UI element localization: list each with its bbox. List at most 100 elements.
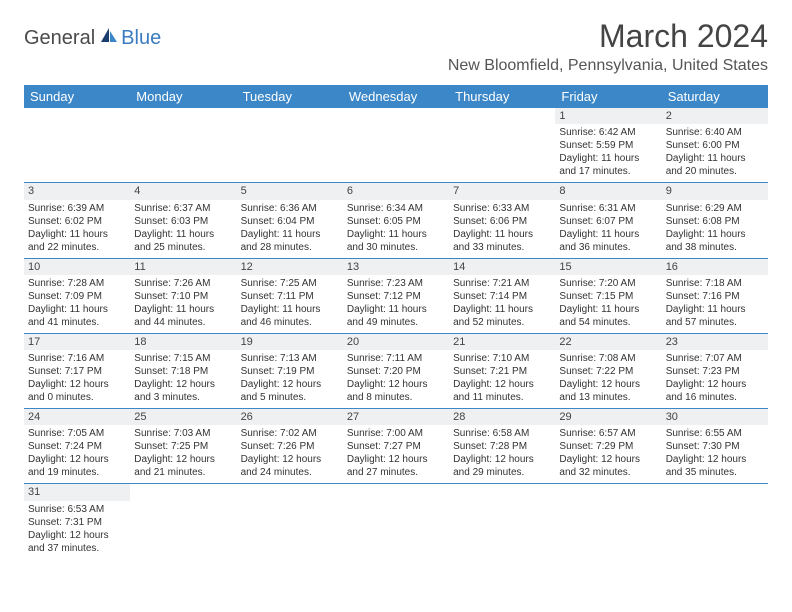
day-cell: [130, 108, 236, 182]
day-line: Sunrise: 6:53 AM: [28, 503, 126, 516]
day-cell: [130, 484, 236, 558]
day-line: Sunset: 6:04 PM: [241, 215, 339, 228]
day-cell: 8Sunrise: 6:31 AMSunset: 6:07 PMDaylight…: [555, 183, 661, 257]
week-row: 17Sunrise: 7:16 AMSunset: 7:17 PMDayligh…: [24, 334, 768, 409]
day-line: Sunset: 7:30 PM: [666, 440, 764, 453]
day-line: and 46 minutes.: [241, 316, 339, 329]
day-line: Daylight: 11 hours: [347, 228, 445, 241]
day-number: 11: [130, 259, 236, 275]
day-line: and 35 minutes.: [666, 466, 764, 479]
day-line: and 21 minutes.: [134, 466, 232, 479]
day-content: Sunrise: 7:26 AMSunset: 7:10 PMDaylight:…: [130, 275, 236, 333]
day-line: Sunset: 7:27 PM: [347, 440, 445, 453]
day-line: Sunrise: 7:28 AM: [28, 277, 126, 290]
day-line: and 28 minutes.: [241, 241, 339, 254]
day-line: Daylight: 11 hours: [559, 303, 657, 316]
day-line: Sunset: 6:05 PM: [347, 215, 445, 228]
day-line: Daylight: 12 hours: [28, 453, 126, 466]
calendar: SundayMondayTuesdayWednesdayThursdayFrid…: [24, 85, 768, 559]
day-content: Sunrise: 6:42 AMSunset: 5:59 PMDaylight:…: [555, 124, 661, 182]
day-number: 26: [237, 409, 343, 425]
day-line: Sunset: 7:31 PM: [28, 516, 126, 529]
day-cell: 6Sunrise: 6:34 AMSunset: 6:05 PMDaylight…: [343, 183, 449, 257]
day-line: Daylight: 11 hours: [453, 303, 551, 316]
day-header: Saturday: [662, 85, 768, 108]
day-number: 7: [449, 183, 555, 199]
day-line: Sunset: 7:17 PM: [28, 365, 126, 378]
day-number: 6: [343, 183, 449, 199]
day-header: Thursday: [449, 85, 555, 108]
day-line: Daylight: 11 hours: [28, 303, 126, 316]
day-line: Sunset: 7:24 PM: [28, 440, 126, 453]
day-line: and 44 minutes.: [134, 316, 232, 329]
day-content: Sunrise: 7:07 AMSunset: 7:23 PMDaylight:…: [662, 350, 768, 408]
day-content: Sunrise: 7:28 AMSunset: 7:09 PMDaylight:…: [24, 275, 130, 333]
day-line: and 52 minutes.: [453, 316, 551, 329]
day-line: and 3 minutes.: [134, 391, 232, 404]
day-line: Sunrise: 6:57 AM: [559, 427, 657, 440]
day-line: Sunrise: 6:58 AM: [453, 427, 551, 440]
day-line: Sunset: 6:07 PM: [559, 215, 657, 228]
day-cell: 3Sunrise: 6:39 AMSunset: 6:02 PMDaylight…: [24, 183, 130, 257]
day-cell: 18Sunrise: 7:15 AMSunset: 7:18 PMDayligh…: [130, 334, 236, 408]
week-row: 31Sunrise: 6:53 AMSunset: 7:31 PMDayligh…: [24, 484, 768, 558]
day-cell: 14Sunrise: 7:21 AMSunset: 7:14 PMDayligh…: [449, 259, 555, 333]
day-content: Sunrise: 6:55 AMSunset: 7:30 PMDaylight:…: [662, 425, 768, 483]
day-content: Sunrise: 7:13 AMSunset: 7:19 PMDaylight:…: [237, 350, 343, 408]
day-content: Sunrise: 6:34 AMSunset: 6:05 PMDaylight:…: [343, 200, 449, 258]
day-line: Sunrise: 7:10 AM: [453, 352, 551, 365]
week-row: 24Sunrise: 7:05 AMSunset: 7:24 PMDayligh…: [24, 409, 768, 484]
day-line: Daylight: 12 hours: [453, 378, 551, 391]
day-content: Sunrise: 7:03 AMSunset: 7:25 PMDaylight:…: [130, 425, 236, 483]
day-line: and 16 minutes.: [666, 391, 764, 404]
day-cell: 16Sunrise: 7:18 AMSunset: 7:16 PMDayligh…: [662, 259, 768, 333]
sail-icon: [99, 26, 119, 49]
day-cell: 24Sunrise: 7:05 AMSunset: 7:24 PMDayligh…: [24, 409, 130, 483]
month-title: March 2024: [448, 18, 768, 55]
day-content: Sunrise: 6:58 AMSunset: 7:28 PMDaylight:…: [449, 425, 555, 483]
day-line: Sunrise: 7:26 AM: [134, 277, 232, 290]
day-line: Sunrise: 6:37 AM: [134, 202, 232, 215]
day-cell: [555, 484, 661, 558]
day-content: Sunrise: 7:15 AMSunset: 7:18 PMDaylight:…: [130, 350, 236, 408]
day-line: and 49 minutes.: [347, 316, 445, 329]
day-cell: [662, 484, 768, 558]
day-line: and 17 minutes.: [559, 165, 657, 178]
day-line: Sunset: 7:26 PM: [241, 440, 339, 453]
day-number: 1: [555, 108, 661, 124]
day-cell: [237, 108, 343, 182]
day-line: and 5 minutes.: [241, 391, 339, 404]
day-content: Sunrise: 6:33 AMSunset: 6:06 PMDaylight:…: [449, 200, 555, 258]
day-line: Sunset: 7:15 PM: [559, 290, 657, 303]
day-line: Sunset: 7:25 PM: [134, 440, 232, 453]
day-cell: 12Sunrise: 7:25 AMSunset: 7:11 PMDayligh…: [237, 259, 343, 333]
day-header: Friday: [555, 85, 661, 108]
day-line: Sunset: 7:12 PM: [347, 290, 445, 303]
day-line: and 57 minutes.: [666, 316, 764, 329]
day-line: and 0 minutes.: [28, 391, 126, 404]
day-cell: 5Sunrise: 6:36 AMSunset: 6:04 PMDaylight…: [237, 183, 343, 257]
day-line: and 11 minutes.: [453, 391, 551, 404]
day-content: Sunrise: 6:40 AMSunset: 6:00 PMDaylight:…: [662, 124, 768, 182]
day-line: Sunrise: 7:00 AM: [347, 427, 445, 440]
day-number: 10: [24, 259, 130, 275]
day-cell: 20Sunrise: 7:11 AMSunset: 7:20 PMDayligh…: [343, 334, 449, 408]
day-number: 22: [555, 334, 661, 350]
day-number: 4: [130, 183, 236, 199]
day-content: Sunrise: 7:00 AMSunset: 7:27 PMDaylight:…: [343, 425, 449, 483]
day-line: Daylight: 11 hours: [453, 228, 551, 241]
logo: General Blue: [24, 26, 161, 51]
day-number: 23: [662, 334, 768, 350]
day-line: Sunrise: 7:13 AM: [241, 352, 339, 365]
day-line: Sunrise: 7:16 AM: [28, 352, 126, 365]
day-line: Daylight: 11 hours: [666, 303, 764, 316]
week-row: 1Sunrise: 6:42 AMSunset: 5:59 PMDaylight…: [24, 108, 768, 183]
logo-text-general: General: [24, 27, 95, 50]
day-number: 9: [662, 183, 768, 199]
day-cell: [343, 484, 449, 558]
day-cell: 29Sunrise: 6:57 AMSunset: 7:29 PMDayligh…: [555, 409, 661, 483]
day-line: Sunset: 6:03 PM: [134, 215, 232, 228]
day-line: Daylight: 12 hours: [28, 529, 126, 542]
day-cell: 22Sunrise: 7:08 AMSunset: 7:22 PMDayligh…: [555, 334, 661, 408]
day-number: 12: [237, 259, 343, 275]
